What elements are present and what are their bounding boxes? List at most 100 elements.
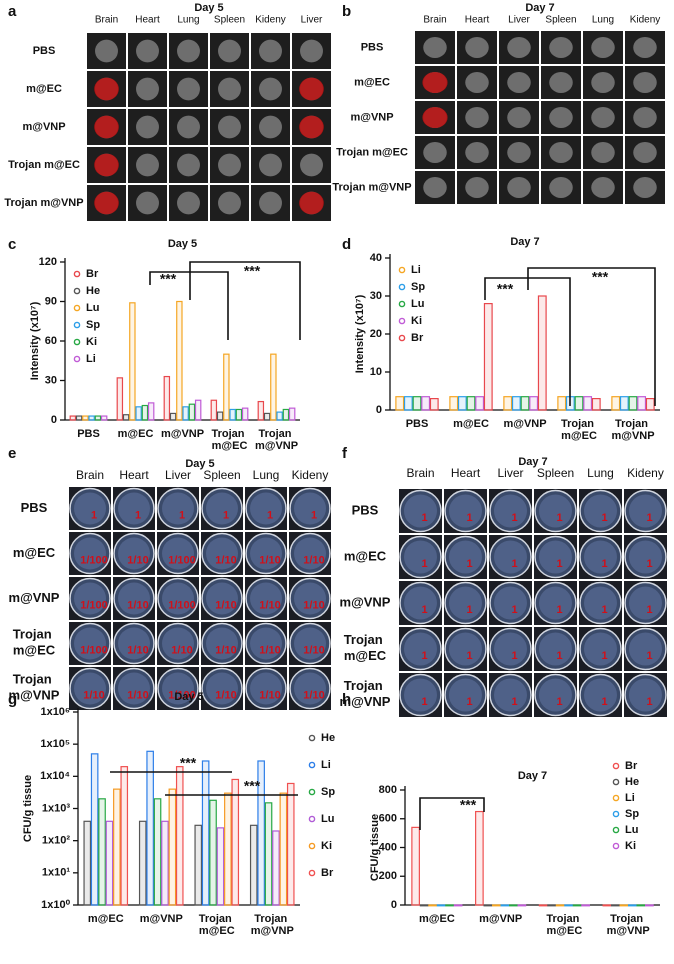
bar [69, 415, 77, 421]
bar [264, 802, 273, 906]
dish-inner [584, 586, 617, 620]
row-label: Trojan m@EC [336, 146, 408, 158]
column-label: Liver [508, 15, 530, 26]
chart-title: Day 7 [518, 770, 547, 782]
bar [537, 295, 547, 411]
organ [136, 115, 159, 139]
organ [591, 142, 615, 163]
y-tick-label: 1x10⁰ [41, 899, 70, 911]
bar [602, 904, 612, 907]
dish-inner [494, 632, 527, 666]
column-label: Brain [406, 466, 434, 480]
x-tick-label: m@VNP [479, 913, 522, 925]
organ [259, 39, 282, 63]
chart-title: Day 5 [174, 691, 203, 703]
dilution-label: 1/10 [127, 599, 148, 611]
dish-inner [539, 494, 572, 528]
dish-inner [206, 627, 238, 660]
dilution-label: 1 [601, 650, 607, 662]
dilution-label: 1/10 [215, 554, 236, 566]
legend-marker [73, 338, 81, 346]
fluorescence [299, 115, 324, 139]
bar [223, 353, 230, 421]
organ [591, 107, 615, 128]
row-label: m@EC [26, 83, 62, 95]
legend-marker [398, 334, 406, 342]
dish-inner [404, 586, 437, 620]
bar [529, 396, 539, 411]
dish-inner [118, 672, 150, 705]
dilution-label: 1/10 [259, 689, 280, 701]
organ [591, 37, 615, 58]
organ [633, 72, 657, 93]
bar [403, 396, 413, 411]
panel-letter: a [8, 3, 17, 20]
y-tick-label: 800 [379, 784, 397, 796]
dish-inner [74, 537, 106, 570]
row-label: m@EC [354, 76, 390, 88]
bar [98, 798, 106, 906]
organ [259, 77, 282, 101]
legend-label: Br [625, 760, 638, 772]
bar [564, 904, 573, 907]
x-tick-label: Trojan m@EC [211, 428, 247, 452]
row-label: Trojan m@EC [8, 159, 80, 171]
dilution-label: 1 [601, 604, 607, 616]
dish-inner [449, 678, 482, 712]
bar [466, 396, 476, 411]
dilution-label: 1 [556, 512, 562, 524]
organ [136, 39, 159, 63]
legend-label: Li [625, 792, 635, 804]
bar [263, 412, 271, 421]
bar [146, 750, 154, 906]
column-label: Kideny [255, 15, 286, 26]
bar [235, 408, 243, 421]
organ [591, 177, 615, 198]
dish-inner [404, 632, 437, 666]
bar [270, 353, 277, 421]
legend-label: Lu [625, 824, 638, 836]
x-tick-label: Trojan m@VNP [251, 913, 294, 937]
organ [136, 191, 159, 215]
column-label: Liver [301, 15, 323, 26]
organ [507, 72, 531, 93]
bar [557, 396, 567, 411]
row-label: Trojan m@VNP [4, 197, 83, 209]
bar [257, 760, 265, 906]
organ [423, 177, 447, 198]
bar [135, 406, 142, 421]
dish-inner [118, 582, 150, 615]
organ [177, 39, 200, 63]
significance-bracket [189, 261, 301, 340]
significance-bracket [484, 277, 571, 406]
panel-letter: b [342, 3, 351, 20]
chart-title: Day 5 [168, 238, 197, 250]
organ [136, 153, 159, 177]
bar [141, 404, 149, 421]
bar [628, 396, 638, 411]
y-axis-label: CFU/g tissue [369, 814, 381, 881]
bar [182, 406, 189, 421]
column-label: Kideny [627, 466, 664, 480]
organ [259, 153, 282, 177]
row-label: m@EC [13, 545, 56, 560]
dilution-label: 1/100 [80, 644, 108, 656]
legend-marker [612, 826, 620, 834]
bar [636, 904, 646, 907]
dish-inner [629, 540, 662, 574]
dilution-label: 1/10 [303, 689, 324, 701]
significance-bracket [149, 271, 229, 340]
dilution-label: 1/100 [168, 689, 196, 701]
bar [201, 760, 210, 906]
bar [421, 396, 431, 411]
bar [276, 411, 283, 421]
x-tick-label: Trojan m@EC [561, 418, 597, 442]
y-tick-label: 40 [370, 252, 382, 264]
y-tick-label: 0 [391, 899, 397, 911]
fluorescence [422, 72, 448, 93]
fluorescence [299, 191, 324, 215]
dish-inner [449, 540, 482, 574]
organ [633, 107, 657, 128]
x-tick-label: m@VNP [140, 913, 183, 925]
bar [581, 904, 590, 907]
